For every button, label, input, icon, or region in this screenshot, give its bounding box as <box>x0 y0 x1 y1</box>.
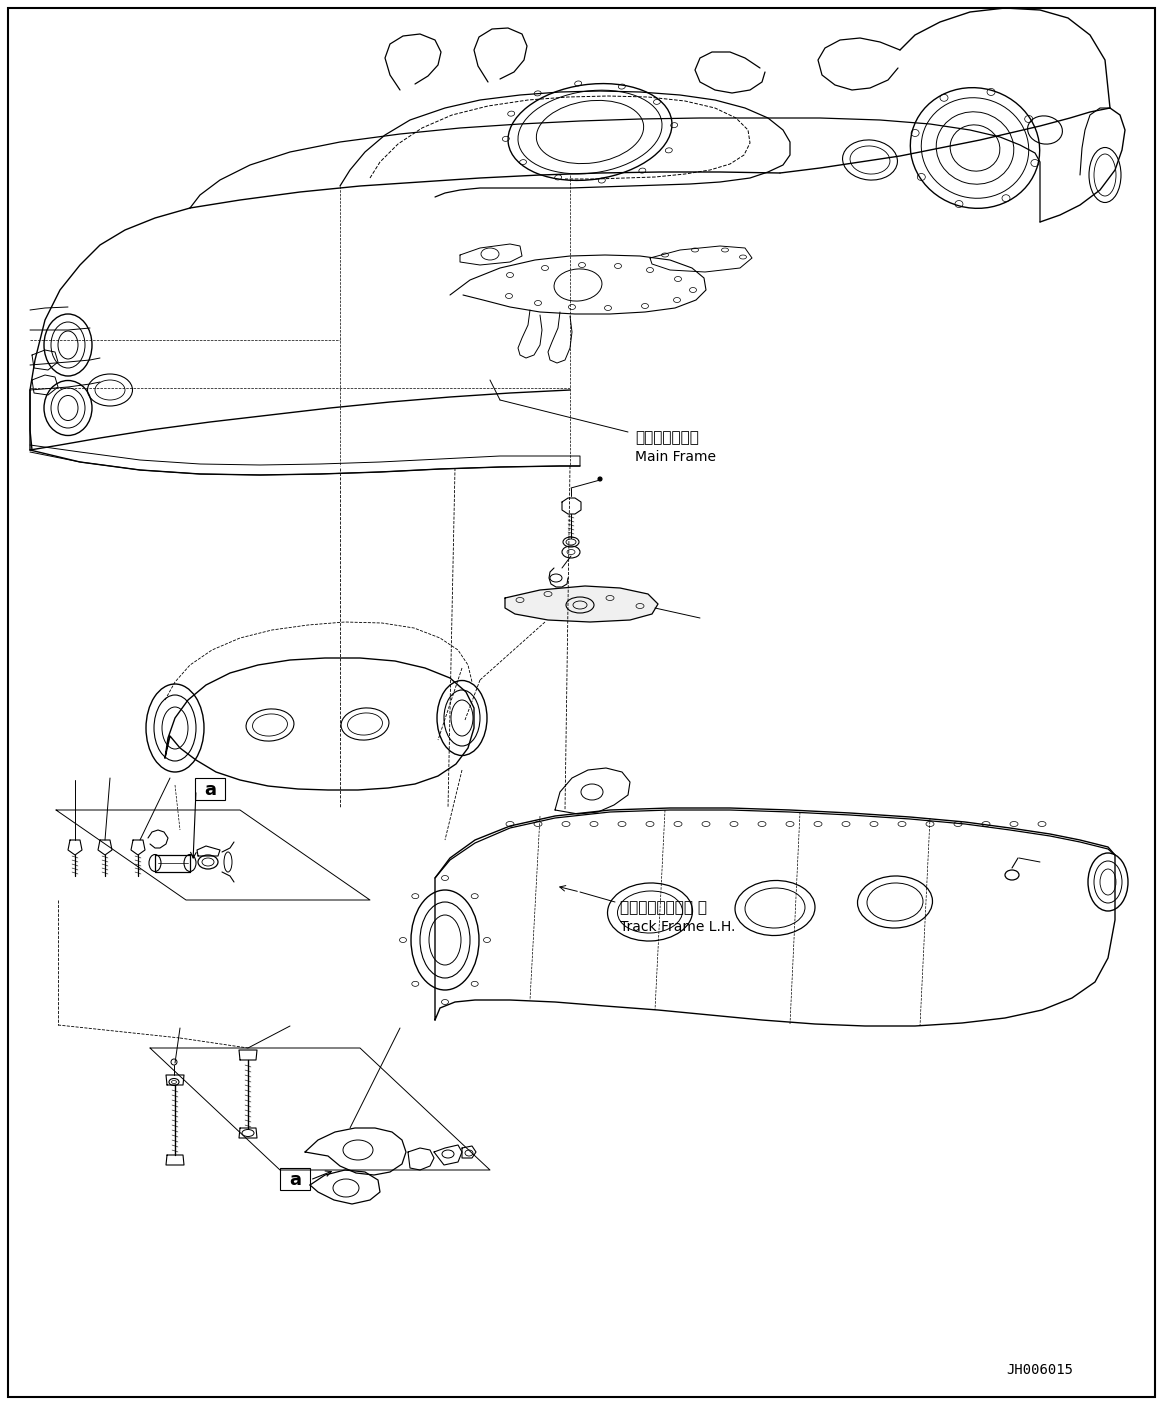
Text: a: a <box>204 781 216 799</box>
Text: Track Frame L.H.: Track Frame L.H. <box>620 920 735 934</box>
Bar <box>280 1168 311 1190</box>
Text: Main Frame: Main Frame <box>635 450 716 464</box>
Polygon shape <box>505 586 658 622</box>
Text: メインフレーム: メインフレーム <box>635 430 699 445</box>
Bar <box>195 778 224 799</box>
Text: トラックフレーム 左: トラックフレーム 左 <box>620 901 707 915</box>
Ellipse shape <box>598 478 602 481</box>
Text: JH006015: JH006015 <box>1006 1363 1073 1377</box>
Text: a: a <box>288 1170 301 1189</box>
